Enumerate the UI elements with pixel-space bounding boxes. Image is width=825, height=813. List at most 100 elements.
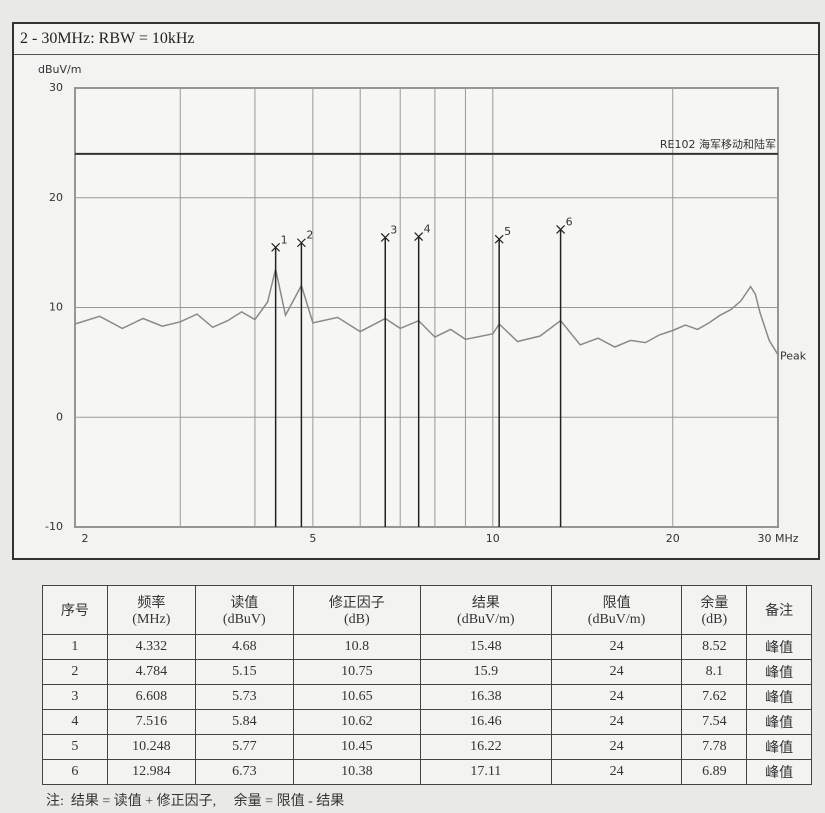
- row: 1 4.332 4.68 10.8 15.48 24 8.52 峰值: [42, 634, 812, 660]
- marker-label: 2: [306, 229, 313, 242]
- cell: 16.22: [419, 734, 552, 760]
- cell: 24: [550, 659, 683, 685]
- cell: 24: [550, 734, 683, 760]
- cell: 10.75: [292, 659, 421, 685]
- limit-label: RE102 海军移动和陆军: [660, 137, 776, 151]
- cell: 8.52: [681, 634, 748, 660]
- cell: 4.68: [194, 634, 294, 660]
- y-tick-label: -10: [45, 520, 63, 533]
- header-cell: 修正因子 (dB): [292, 585, 421, 635]
- header-text: (dB): [343, 612, 370, 627]
- y-axis-label: dBuV/m: [38, 63, 81, 76]
- marker: [380, 233, 390, 242]
- marker-label: 6: [566, 215, 573, 228]
- cell: 12.984: [106, 759, 196, 785]
- marker: [414, 232, 424, 242]
- header-text: 频率: [137, 596, 166, 611]
- row: 6 12.984 6.73 10.38 17.11 24 6.89 峰值: [42, 759, 812, 785]
- cell: 4.784: [106, 659, 196, 685]
- marker: [556, 225, 566, 234]
- header-cell: 频率 (MHz): [106, 585, 196, 635]
- marker: [271, 242, 281, 252]
- row: 4 7.516 5.84 10.62 16.46 24 7.54 峰值: [42, 709, 812, 735]
- result-table: 序号 频率 (MHz) 读值 (dBuV) 修正因子 (dB) 结果 (dBuV/m) 限值 (dB…: [42, 585, 812, 785]
- y-tick-label: 30: [49, 81, 63, 94]
- y-tick-label: 0: [56, 410, 63, 423]
- cell: 16.38: [419, 684, 552, 710]
- cell: 24: [550, 684, 683, 710]
- cell: 峰值: [746, 634, 812, 660]
- header-cell: 结果 (dBuV/m): [419, 585, 552, 635]
- header-text: 限值: [602, 596, 631, 611]
- cell: 峰值: [746, 759, 812, 785]
- cell: 5.73: [194, 684, 294, 710]
- cell: 24: [550, 634, 683, 660]
- header-text: (dB): [701, 612, 728, 627]
- cell: 3: [42, 684, 108, 710]
- header-text: 读值: [230, 596, 259, 611]
- marker-label: 4: [424, 223, 431, 236]
- cell: 6.608: [106, 684, 196, 710]
- cell: 7.516: [106, 709, 196, 735]
- cell: 峰值: [746, 684, 812, 710]
- cell: 6: [42, 759, 108, 785]
- cell: 10.65: [292, 684, 421, 710]
- cell: 10.248: [106, 734, 196, 760]
- row: 5 10.248 5.77 10.45 16.22 24 7.78 峰值: [42, 734, 812, 760]
- cell: 峰值: [746, 659, 812, 685]
- y-tick-label: 10: [49, 301, 63, 314]
- cell: 8.1: [681, 659, 748, 685]
- header-text: (MHz): [132, 612, 171, 627]
- cell: 5.77: [194, 734, 294, 760]
- cell: 4: [42, 709, 108, 735]
- marker-label: 3: [390, 223, 397, 236]
- cell: 7.54: [681, 709, 748, 735]
- divider: [14, 54, 818, 55]
- cell: 15.48: [419, 634, 552, 660]
- header-row: 序号 频率 (MHz) 读值 (dBuV) 修正因子 (dB) 结果 (dBuV/m) 限值 (dB…: [42, 585, 812, 635]
- marker-label: 5: [504, 225, 511, 238]
- legend-label: Peak: [780, 350, 807, 363]
- cell: 16.46: [419, 709, 552, 735]
- x-tick-label: 30 MHz: [757, 532, 798, 545]
- header-text: (dBuV/m): [587, 612, 646, 627]
- cell: 5: [42, 734, 108, 760]
- header-text: 修正因子: [328, 596, 385, 611]
- cell: 15.9: [419, 659, 552, 685]
- chart-title: 2 - 30MHz: RBW = 10kHz: [20, 30, 195, 47]
- header-cell: 读值 (dBuV): [194, 585, 294, 635]
- x-tick-label: 10: [486, 532, 500, 545]
- header-cell: 限值 (dBuV/m): [550, 585, 683, 635]
- x-tick-label: 5: [309, 532, 316, 545]
- cell: 5.15: [194, 659, 294, 685]
- cell: 1: [42, 634, 108, 660]
- header-text: 结果: [471, 596, 500, 611]
- marker: [296, 238, 306, 248]
- marker-label: 1: [281, 233, 288, 246]
- header-text: (dBuV): [222, 612, 266, 627]
- cell: 17.11: [419, 759, 552, 785]
- cell: 峰值: [746, 709, 812, 735]
- cell: 6.73: [194, 759, 294, 785]
- header-text: 余量: [700, 596, 729, 611]
- cell: 7.62: [681, 684, 748, 710]
- chart: dBuV/m -10 0 10 20 30 2 5 10 20 30 MHz RE102 海军移动和陆…: [38, 63, 807, 545]
- cell: 6.89: [681, 759, 748, 785]
- cell: 10.62: [292, 709, 421, 735]
- x-tick-label: 20: [666, 532, 680, 545]
- cell: 5.84: [194, 709, 294, 735]
- note: 注: 结果 = 读值 + 修正因子, 余量 = 限值 - 结果: [46, 794, 345, 809]
- cell: 2: [42, 659, 108, 685]
- cell: 10.38: [292, 759, 421, 785]
- x-tick-label: 2: [82, 532, 89, 545]
- cell: 24: [550, 709, 683, 735]
- header-text: (dBuV/m): [457, 612, 515, 627]
- cell: 峰值: [746, 734, 812, 760]
- marker: [494, 234, 504, 244]
- cell: 10.8: [292, 634, 421, 660]
- cell: 10.45: [292, 734, 421, 760]
- header-cell: 余量 (dB): [681, 585, 748, 635]
- header-cell: 备注: [746, 585, 812, 635]
- row: 2 4.784 5.15 10.75 15.9 24 8.1 峰值: [42, 659, 812, 685]
